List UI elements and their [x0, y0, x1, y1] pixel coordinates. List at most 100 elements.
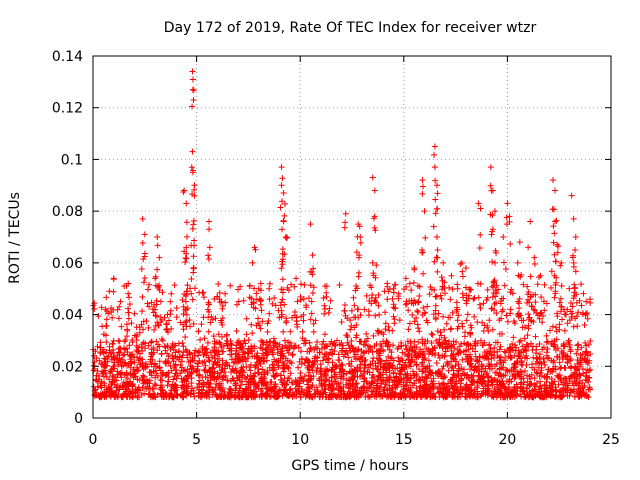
spike-point: [475, 200, 482, 207]
data-point: [436, 336, 443, 343]
data-point: [440, 363, 447, 370]
data-point: [141, 390, 148, 397]
spike-point: [184, 305, 191, 312]
data-point: [234, 377, 241, 384]
data-point: [215, 355, 222, 362]
data-point: [228, 369, 235, 376]
data-point: [574, 360, 581, 367]
data-point: [445, 367, 452, 374]
spike-point: [554, 313, 561, 320]
data-point: [180, 376, 187, 383]
spike-point: [493, 249, 500, 256]
data-point: [382, 326, 389, 333]
spike-point: [432, 210, 439, 217]
data-point: [443, 383, 450, 390]
data-point: [468, 382, 475, 389]
data-point: [574, 346, 581, 353]
data-point: [557, 365, 564, 372]
data-point: [211, 295, 218, 302]
spike-point: [447, 296, 454, 303]
data-point: [441, 334, 448, 341]
data-point: [110, 337, 117, 344]
data-point: [268, 378, 275, 385]
grid-lines: [93, 56, 611, 418]
data-point: [124, 383, 131, 390]
spike-point: [250, 300, 257, 307]
data-point: [370, 332, 377, 339]
data-point: [406, 280, 413, 287]
spike-point: [402, 301, 409, 308]
data-point: [556, 359, 563, 366]
data-point: [197, 336, 204, 343]
data-point: [125, 290, 132, 297]
data-point: [134, 386, 141, 393]
spike-point: [370, 270, 377, 277]
data-point: [270, 361, 277, 368]
data-point: [398, 342, 405, 349]
data-point: [422, 393, 429, 400]
data-point: [413, 314, 420, 321]
spike-point: [552, 279, 559, 286]
data-point: [383, 369, 390, 376]
data-point: [396, 361, 403, 368]
data-point: [366, 343, 373, 350]
data-point: [474, 383, 481, 390]
data-point: [241, 369, 248, 376]
data-point: [161, 314, 168, 321]
data-point: [547, 327, 554, 334]
data-point: [135, 367, 142, 374]
data-point: [243, 331, 250, 338]
data-point: [487, 347, 494, 354]
spike-point: [439, 283, 446, 290]
data-point: [269, 300, 276, 307]
data-point: [493, 394, 500, 401]
data-point: [195, 372, 202, 379]
data-point: [377, 376, 384, 383]
spike-point: [493, 310, 500, 317]
data-point: [511, 352, 518, 359]
data-point: [486, 366, 493, 373]
data-point: [378, 329, 385, 336]
data-point: [187, 391, 194, 398]
data-point: [361, 306, 368, 313]
data-point: [439, 366, 446, 373]
data-point: [513, 392, 520, 399]
data-point: [423, 374, 430, 381]
data-point: [244, 394, 251, 401]
data-point: [472, 363, 479, 370]
data-point: [179, 390, 186, 397]
spike-point: [487, 182, 494, 189]
data-point: [351, 302, 358, 309]
data-point: [226, 385, 233, 392]
data-point: [312, 317, 319, 324]
data-point: [206, 394, 213, 401]
spike-point: [447, 326, 454, 333]
data-point: [306, 339, 313, 346]
data-point: [574, 323, 581, 330]
data-point: [512, 342, 519, 349]
spike-point: [205, 308, 212, 315]
data-point: [559, 355, 566, 362]
data-point: [159, 377, 166, 384]
spike-point: [415, 308, 422, 315]
spike-point: [163, 320, 170, 327]
data-point: [528, 380, 535, 387]
data-point: [284, 377, 291, 384]
data-point: [235, 337, 242, 344]
data-point: [456, 391, 463, 398]
data-point: [189, 363, 196, 370]
data-point: [107, 368, 114, 375]
data-point: [486, 341, 493, 348]
data-point: [94, 343, 101, 350]
spike-point: [438, 274, 445, 281]
data-point: [347, 369, 354, 376]
data-point: [209, 316, 216, 323]
data-point: [536, 315, 543, 322]
data-point: [334, 393, 341, 400]
data-point: [558, 387, 565, 394]
data-point: [384, 296, 391, 303]
data-point: [451, 372, 458, 379]
data-point: [109, 347, 116, 354]
data-point: [366, 394, 373, 401]
data-point: [282, 381, 289, 388]
